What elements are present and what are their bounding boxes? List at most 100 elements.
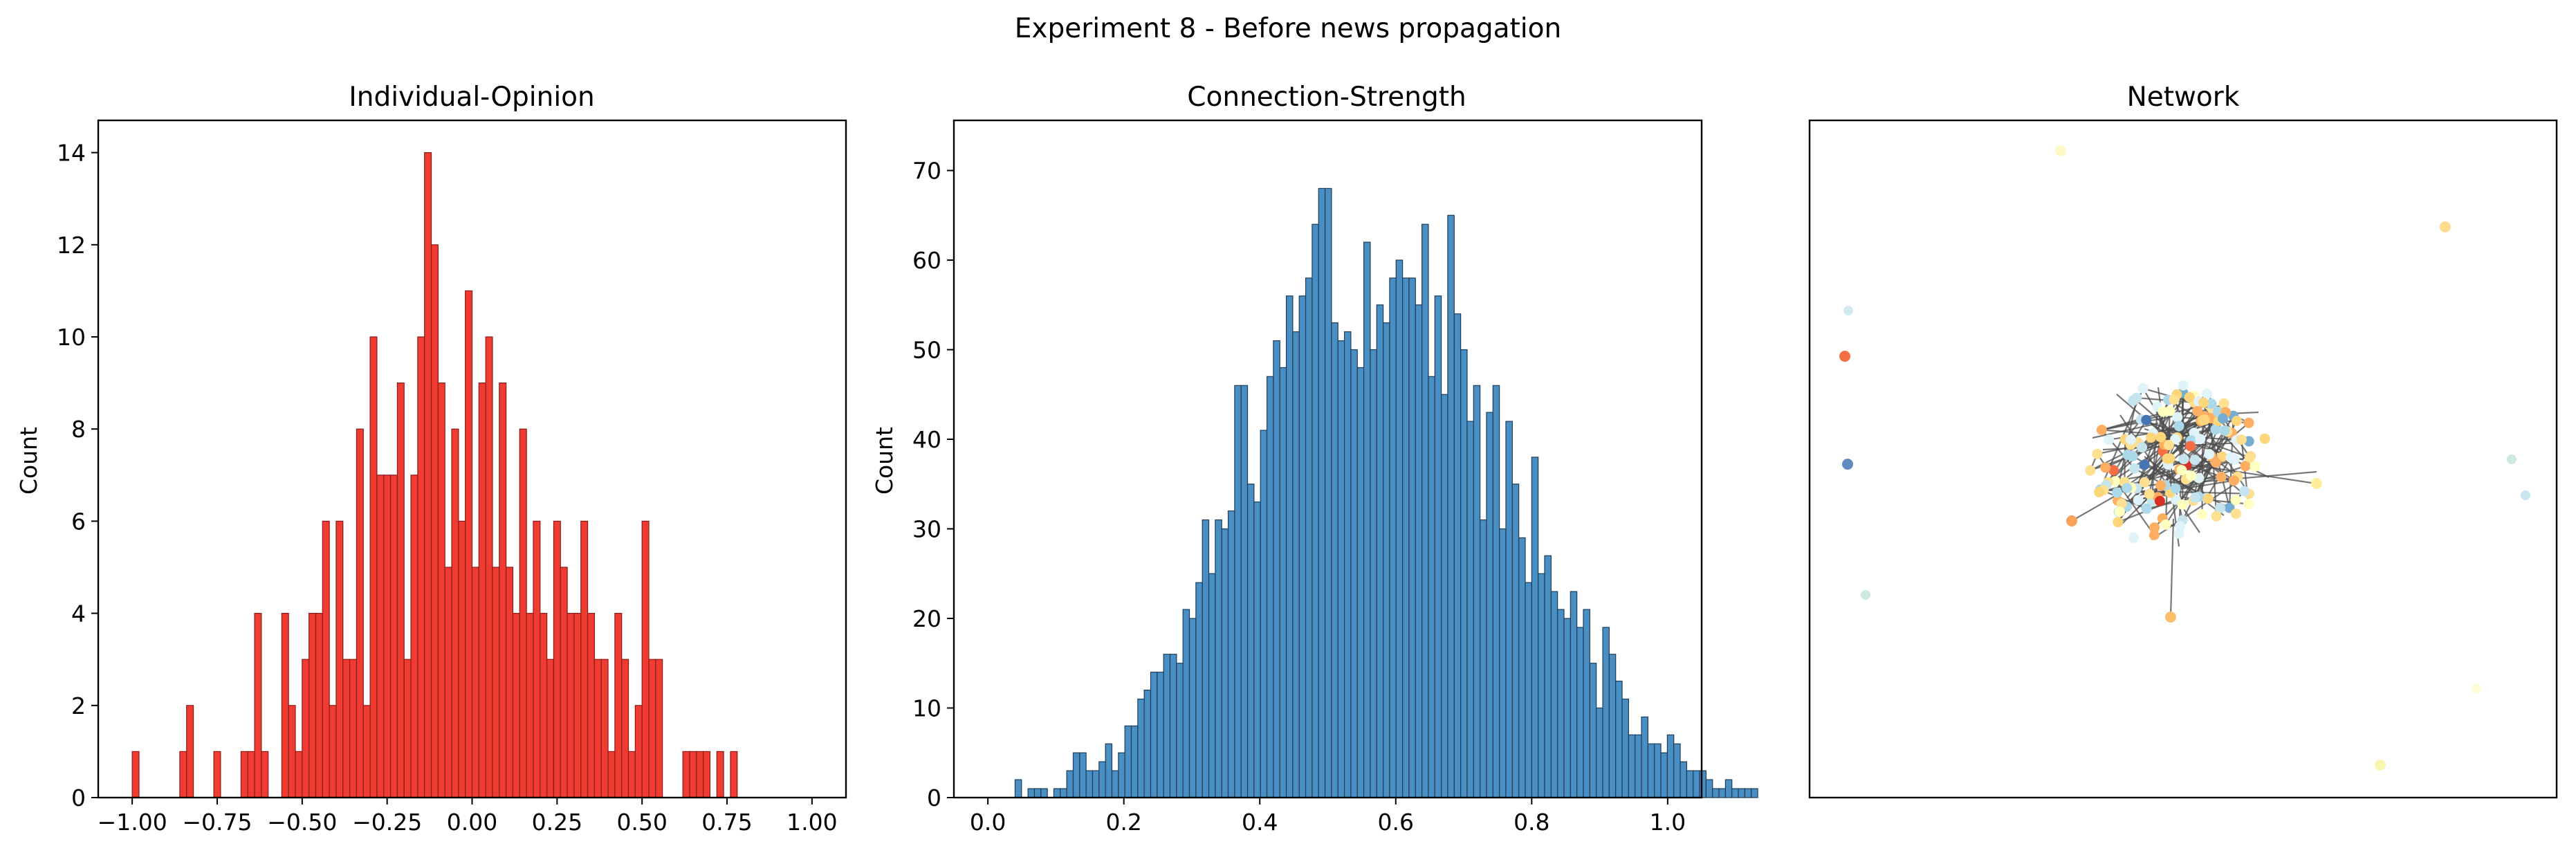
- opinion-bar: [730, 751, 738, 798]
- strength-bar: [1312, 223, 1319, 798]
- network-node: [2225, 452, 2236, 463]
- opinion-xtick-label: 0.50: [616, 809, 667, 836]
- strength-ytick-label: 70: [912, 158, 941, 185]
- opinion-bar: [689, 751, 697, 798]
- strength-bar: [1202, 519, 1210, 798]
- strength-bar: [1150, 672, 1158, 798]
- network-node: [2521, 490, 2530, 500]
- strength-bar: [1628, 734, 1636, 798]
- strength-bar: [1718, 788, 1727, 798]
- strength-bar: [1751, 788, 1758, 798]
- opinion-bar: [458, 520, 466, 798]
- opinion-bar: [526, 613, 534, 798]
- opinion-axes-frame: [97, 119, 847, 799]
- opinion-bar: [261, 751, 269, 798]
- opinion-bar: [627, 751, 636, 798]
- strength-bar: [1466, 421, 1474, 798]
- strength-bar: [1738, 788, 1746, 798]
- network-node: [2230, 495, 2241, 506]
- opinion-bar: [560, 567, 568, 798]
- network-node: [2219, 425, 2230, 436]
- network-node: [2116, 498, 2127, 509]
- network-edge: [2099, 461, 2216, 493]
- opinion-bar: [451, 428, 459, 798]
- strength-bar: [1712, 788, 1720, 798]
- opinion-bar: [506, 567, 514, 798]
- strength-bar: [1525, 582, 1532, 798]
- opinion-bar: [478, 383, 486, 798]
- strength-bar: [1376, 304, 1384, 798]
- opinion-xtick-label: −0.25: [352, 809, 422, 836]
- strength-bar: [1253, 502, 1261, 798]
- opinion-bar: [716, 751, 724, 798]
- opinion-xtick-label: 0.25: [532, 809, 582, 836]
- strength-bar: [1583, 609, 1590, 798]
- strength-bar: [1318, 187, 1326, 798]
- network-edge: [2149, 479, 2234, 495]
- strength-bar: [1273, 340, 1280, 798]
- strength-bar: [1137, 698, 1145, 798]
- strength-bar: [1027, 788, 1036, 798]
- strength-title: Connection-Strength: [1187, 82, 1466, 113]
- opinion-bar: [655, 659, 663, 798]
- opinion-bar: [240, 751, 248, 798]
- opinion-bar: [410, 475, 418, 798]
- network-edge: [2117, 402, 2205, 523]
- strength-bar: [1260, 430, 1268, 798]
- network-node: [2218, 413, 2228, 424]
- network-node: [2155, 480, 2166, 491]
- network-node: [2137, 383, 2149, 394]
- opinion-bar: [179, 751, 187, 798]
- strength-bar: [1356, 367, 1365, 798]
- strength-bar: [1040, 788, 1048, 798]
- network-node: [2141, 414, 2152, 425]
- opinion-bar: [396, 383, 405, 798]
- strength-bar: [1279, 367, 1287, 798]
- network-node: [2195, 434, 2206, 445]
- strength-bar: [1285, 295, 1294, 798]
- strength-bar: [1531, 457, 1539, 798]
- opinion-ytick-label: 12: [57, 232, 86, 259]
- strength-bar: [1680, 761, 1687, 798]
- opinion-bar: [567, 613, 575, 798]
- network-node: [2192, 406, 2203, 416]
- strength-bar: [1589, 663, 1597, 798]
- network-node: [2176, 465, 2187, 476]
- opinion-bar: [329, 705, 337, 798]
- strength-bar: [1111, 770, 1119, 798]
- strength-bar: [1066, 770, 1074, 798]
- network-node: [2113, 517, 2124, 528]
- strength-bar: [1014, 779, 1022, 798]
- opinion-ytick-label: 2: [71, 692, 86, 719]
- opinion-bars: [131, 152, 738, 798]
- network-node: [2141, 503, 2152, 514]
- strength-bar: [1563, 618, 1571, 798]
- network-node: [2127, 450, 2138, 461]
- opinion-bar: [254, 613, 262, 798]
- opinion-bar: [499, 383, 507, 798]
- strength-bar: [1176, 663, 1184, 798]
- network-node: [2066, 515, 2077, 526]
- strength-bar: [1486, 412, 1493, 798]
- strength-ytick-label: 10: [912, 695, 941, 722]
- strength-bar: [1221, 528, 1229, 798]
- strength-bar: [1105, 743, 1113, 798]
- strength-bar: [1246, 484, 1255, 798]
- strength-bars: [1014, 187, 1758, 798]
- network-edge: [2169, 518, 2175, 618]
- strength-bar: [1596, 707, 1603, 798]
- strength-bar: [1635, 734, 1642, 798]
- strength-bar: [1621, 698, 1629, 798]
- opinion-bar: [437, 383, 445, 798]
- strength-bar: [1060, 788, 1067, 798]
- network-node: [2085, 465, 2096, 476]
- network-node: [2232, 416, 2243, 426]
- strength-bar: [1647, 743, 1655, 798]
- opinion-bar: [648, 659, 656, 798]
- network-node: [2092, 448, 2103, 459]
- opinion-ylabel: Count: [15, 427, 42, 495]
- network-node: [2178, 380, 2189, 391]
- network-node: [2185, 441, 2196, 452]
- network-node: [2146, 432, 2157, 443]
